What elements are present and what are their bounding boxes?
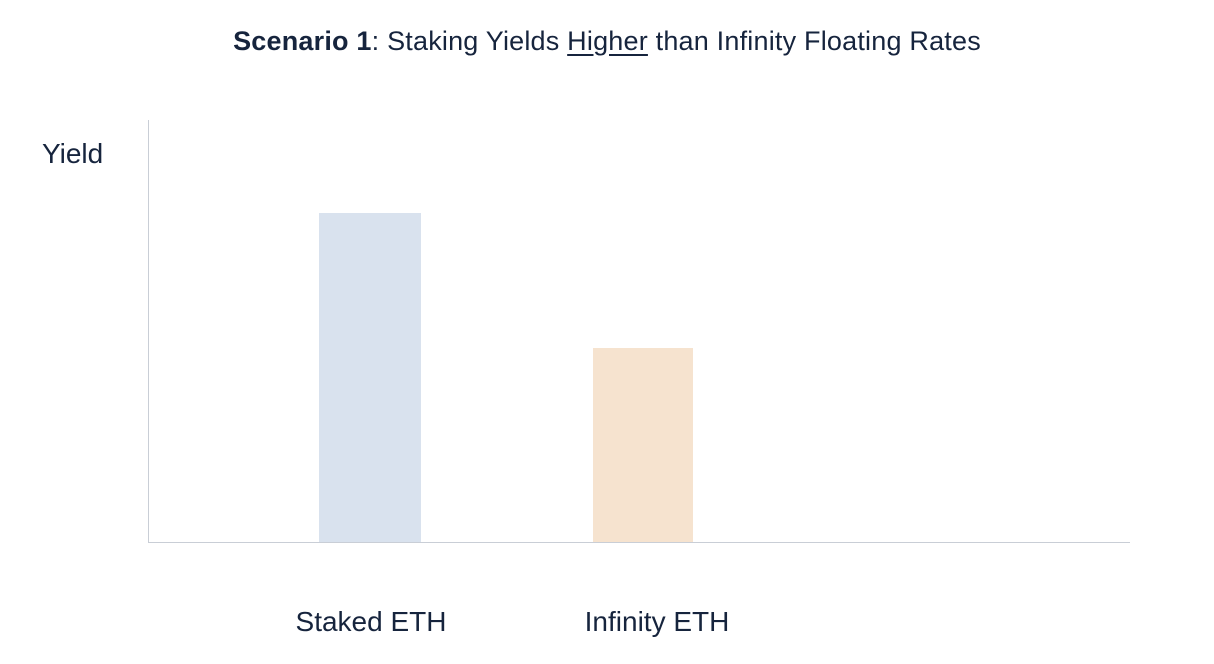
chart-title-text: Staking Yields xyxy=(387,26,568,56)
plot-area xyxy=(148,120,1130,543)
chart-title-scenario: Scenario 1 xyxy=(233,26,372,56)
x-label-infinity-eth: Infinity ETH xyxy=(584,606,730,637)
bar-staked-eth xyxy=(319,212,421,542)
y-axis-label: Yield xyxy=(42,138,104,169)
x-axis-labels: Staked ETH Infinity ETH xyxy=(0,606,1214,646)
chart-title-separator: : xyxy=(371,26,388,56)
chart-title-higher-underlined: Higher xyxy=(567,26,648,56)
chart-title-tail: than Infinity Floating Rates xyxy=(647,26,981,56)
chart-title: Scenario 1: Staking Yields Higher than I… xyxy=(0,26,1214,57)
x-label-staked-eth: Staked ETH xyxy=(295,606,447,637)
bar-infinity-eth xyxy=(593,347,693,542)
